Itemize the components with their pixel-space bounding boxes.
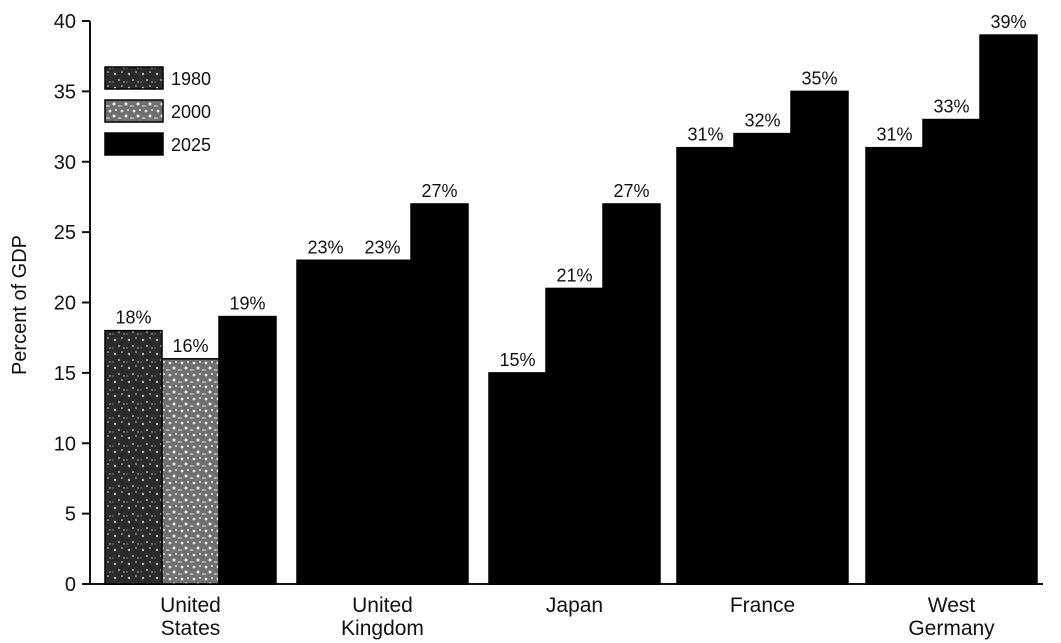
x-tick-label: Japan	[546, 594, 603, 617]
bar	[922, 118, 981, 585]
x-tick-label-line: Japan	[546, 594, 603, 617]
bar	[218, 315, 277, 585]
bar	[410, 203, 469, 585]
data-label: 19%	[229, 294, 265, 314]
x-tick-label-line: States	[161, 617, 221, 640]
bar	[545, 287, 604, 585]
bar	[733, 132, 792, 585]
y-tick-label: 5	[65, 504, 76, 526]
y-tick-label: 0	[65, 574, 76, 596]
bar	[488, 372, 547, 585]
x-tick-label-line: West	[928, 594, 976, 617]
x-tick-label-line: Kingdom	[341, 617, 424, 640]
y-tick-label: 15	[54, 363, 76, 385]
x-tick-label: United Kingdom	[341, 594, 424, 640]
x-tick-label-line: United	[160, 594, 221, 617]
legend: 1980 2000 2025	[104, 66, 211, 156]
data-label: 31%	[876, 125, 912, 145]
data-label: 15%	[499, 350, 535, 370]
y-axis-title: Percent of GDP	[9, 235, 31, 375]
bar	[602, 203, 661, 585]
bar	[790, 90, 849, 585]
x-tick-label: United States	[160, 594, 221, 640]
data-label: 39%	[990, 12, 1026, 32]
y-tick-label: 20	[54, 293, 76, 315]
legend-swatch-1980	[104, 66, 164, 90]
data-label: 33%	[933, 97, 969, 117]
data-label: 27%	[421, 181, 457, 201]
bar	[104, 329, 163, 585]
data-label: 23%	[364, 237, 400, 257]
data-label: 16%	[172, 336, 208, 356]
x-tick-label-line: Germany	[908, 617, 995, 640]
bar	[676, 146, 735, 585]
x-tick-label-line: France	[730, 594, 795, 617]
data-label: 23%	[307, 237, 343, 257]
y-tick-label: 10	[54, 433, 76, 455]
data-label: 21%	[556, 265, 592, 285]
y-tick-label: 25	[54, 222, 76, 244]
data-label: 18%	[115, 308, 151, 328]
bar	[161, 358, 220, 585]
legend-swatch-2000	[104, 99, 164, 123]
x-tick-label: West Germany	[908, 594, 995, 640]
bar	[865, 146, 924, 585]
bar	[296, 259, 355, 585]
y-tick-label: 30	[54, 152, 76, 174]
legend-swatch-2025	[104, 132, 164, 156]
x-tick-label: France	[730, 594, 795, 617]
x-tick-label-line: United	[352, 594, 413, 617]
y-tick-label: 40	[54, 11, 76, 33]
data-label: 32%	[744, 111, 780, 131]
y-tick-label: 35	[54, 81, 76, 103]
legend-label: 2025	[171, 135, 211, 155]
bar	[979, 34, 1038, 585]
legend-label: 2000	[171, 102, 211, 122]
data-label: 27%	[613, 181, 649, 201]
data-label: 35%	[801, 68, 837, 88]
data-label: 31%	[687, 125, 723, 145]
bar	[353, 259, 412, 585]
legend-label: 1980	[171, 69, 211, 89]
